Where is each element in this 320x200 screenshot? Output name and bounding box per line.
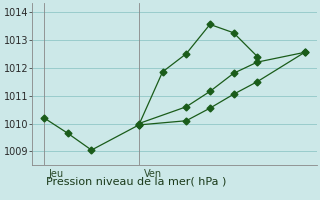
Text: Jeu: Jeu bbox=[49, 169, 64, 179]
Text: Ven: Ven bbox=[144, 169, 162, 179]
X-axis label: Pression niveau de la mer( hPa ): Pression niveau de la mer( hPa ) bbox=[46, 177, 227, 187]
